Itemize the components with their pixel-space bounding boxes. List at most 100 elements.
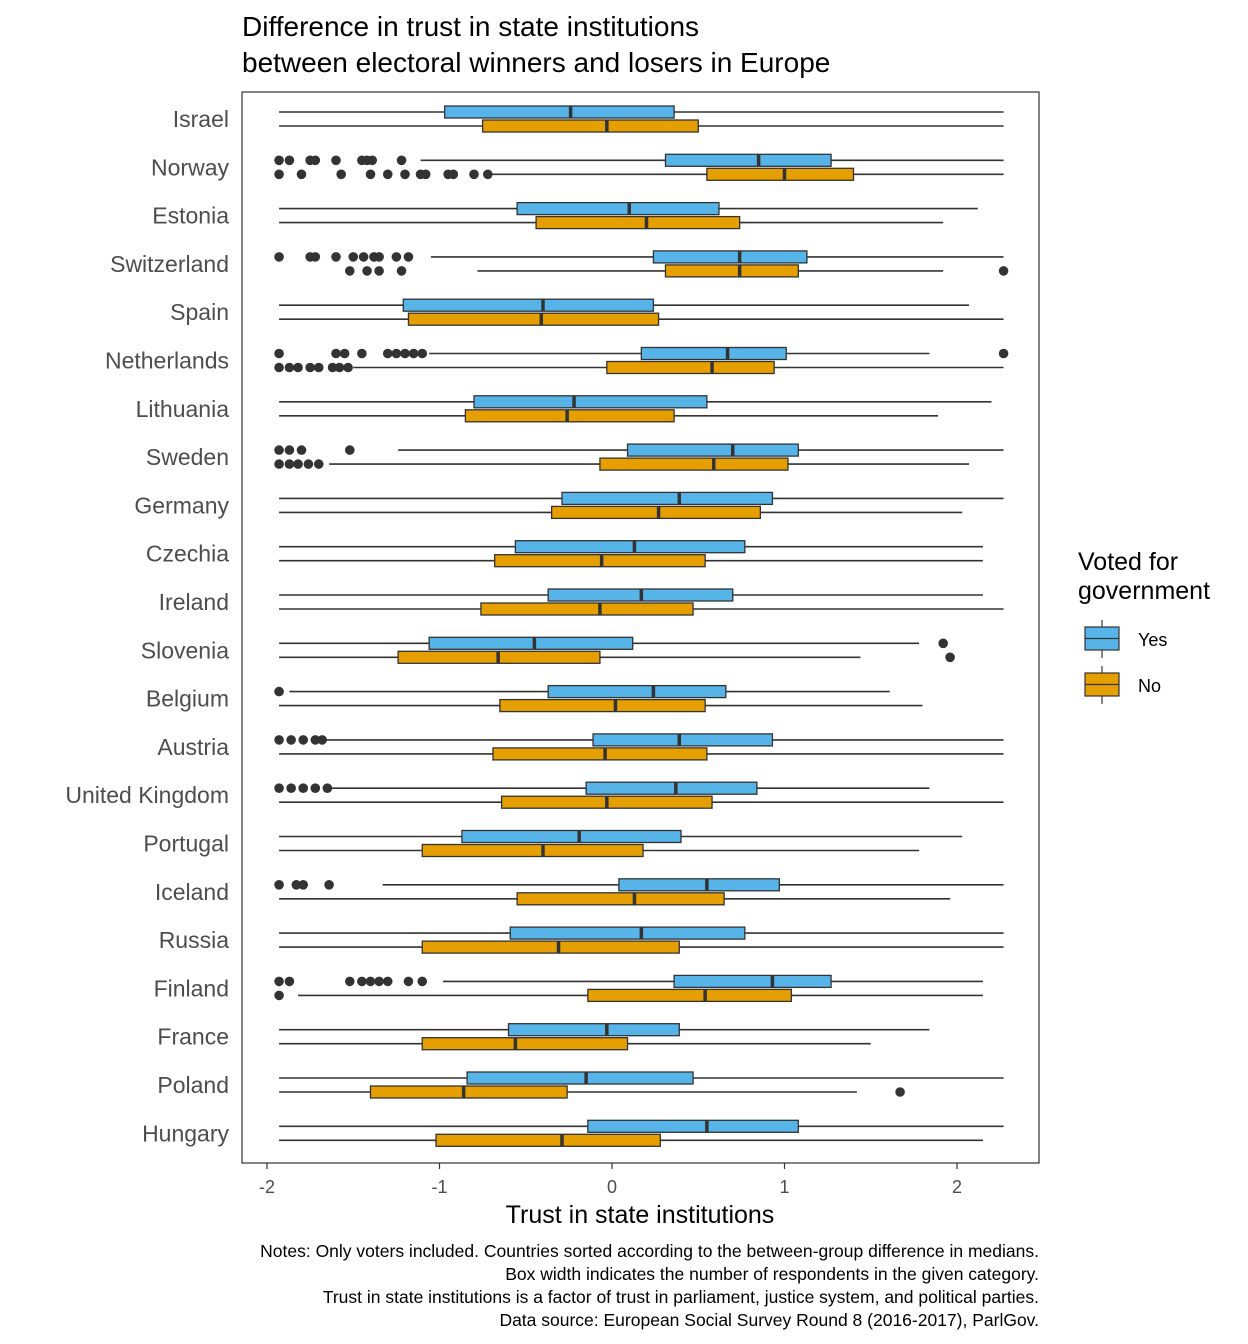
outlier-point-yes (274, 445, 284, 455)
legend-label-no: No (1138, 676, 1161, 696)
outlier-point-no (400, 169, 410, 180)
outlier-point-yes (345, 445, 355, 455)
country-label-hungary: Hungary (142, 1120, 229, 1146)
box-yes (514, 540, 746, 554)
outlier-point-no (420, 169, 431, 180)
outlier-point-no (343, 362, 353, 373)
country-row-spain (279, 298, 1004, 326)
outlier-point-yes (417, 348, 428, 359)
box-no (421, 940, 680, 954)
country-row-poland (279, 1071, 1004, 1099)
country-row-israel (279, 105, 1004, 133)
box-no (421, 1037, 629, 1051)
country-row-czechia (279, 540, 983, 568)
box-no (369, 1085, 568, 1099)
country-row-slovenia (279, 636, 955, 664)
outlier-point-yes (358, 252, 369, 262)
outlier-point-yes (286, 735, 296, 745)
outlier-point-yes (331, 155, 341, 166)
outlier-point-yes (345, 976, 355, 987)
box-no (606, 360, 775, 375)
outlier-point-yes (339, 348, 350, 359)
box-no (599, 457, 789, 471)
outlier-point-yes (374, 252, 384, 262)
outlier-point-no (382, 169, 393, 180)
x-axis-title: Trust in state institutions (506, 1201, 775, 1229)
outlier-point-yes (998, 348, 1009, 359)
country-row-lithuania (279, 395, 992, 423)
box-no (587, 988, 793, 1003)
chart-subtitle: between electoral winners and losers in … (242, 47, 830, 78)
outlier-point-no (293, 459, 303, 469)
outlier-point-no (469, 169, 479, 180)
box-yes (547, 684, 727, 699)
outlier-point-no (998, 266, 1009, 276)
outlier-point-yes (274, 735, 284, 745)
outlier-point-no (448, 169, 459, 180)
x-tick-label: 0 (607, 1177, 617, 1197)
country-row-france (279, 1023, 930, 1051)
country-row-norway (274, 153, 1004, 181)
x-tick-label: -2 (259, 1177, 275, 1197)
country-row-russia (279, 926, 1004, 954)
legend-key-yes (1084, 620, 1120, 658)
outlier-point-no (303, 459, 314, 469)
outlier-point-yes (298, 880, 309, 890)
country-label-austria: Austria (157, 734, 229, 760)
outlier-point-yes (274, 783, 284, 793)
outlier-point-no (945, 652, 955, 663)
outlier-point-yes (417, 976, 428, 987)
legend-title-line1: Voted for (1078, 548, 1178, 576)
x-tick-label: 2 (952, 1177, 962, 1197)
box-yes (402, 298, 655, 312)
country-label-israel: Israel (173, 106, 229, 132)
country-label-sweden: Sweden (146, 444, 229, 470)
outlier-point-no (895, 1087, 905, 1097)
country-row-finland (274, 974, 983, 1003)
outlier-point-no (313, 459, 324, 469)
box-no (421, 843, 644, 858)
country-label-netherlands: Netherlands (105, 348, 229, 374)
country-label-poland: Poland (157, 1072, 229, 1098)
outlier-point-yes (382, 348, 393, 359)
box-yes (461, 829, 682, 844)
box-no (435, 1133, 661, 1147)
country-label-slovenia: Slovenia (141, 637, 229, 663)
outlier-point-no (274, 990, 284, 1001)
outlier-point-yes (274, 880, 284, 890)
outlier-point-no (336, 169, 346, 180)
outlier-point-yes (324, 880, 334, 890)
outlier-point-yes (365, 976, 376, 987)
box-yes (428, 636, 634, 650)
box-yes (466, 1071, 694, 1085)
note-line-4: Data source: European Social Survey Roun… (499, 1310, 1039, 1330)
country-label-estonia: Estonia (152, 203, 229, 229)
box-no (516, 892, 725, 906)
country-label-finland: Finland (154, 975, 229, 1001)
outlier-point-yes (938, 638, 948, 649)
outlier-point-yes (396, 155, 407, 166)
outlier-point-yes (331, 348, 341, 359)
outlier-point-yes (274, 348, 284, 359)
box-yes (652, 250, 808, 264)
note-line-1: Notes: Only voters included. Countries s… (260, 1241, 1039, 1261)
outlier-point-yes (367, 155, 378, 166)
outlier-point-no (374, 266, 384, 276)
outlier-point-yes (310, 155, 321, 166)
box-yes (585, 781, 758, 795)
legend-title-line2: government (1078, 577, 1210, 605)
outlier-point-yes (408, 348, 419, 359)
x-tick-label: -1 (431, 1177, 447, 1197)
country-row-switzerland (274, 250, 1009, 278)
country-label-norway: Norway (151, 154, 229, 180)
outlier-point-no (274, 169, 284, 180)
box-yes (507, 1023, 680, 1037)
country-label-russia: Russia (159, 927, 230, 953)
outlier-point-yes (331, 252, 341, 262)
country-row-iceland (274, 878, 1004, 906)
box-no (535, 215, 741, 230)
country-label-belgium: Belgium (146, 686, 229, 712)
country-row-belgium (274, 684, 923, 713)
country-row-netherlands (274, 346, 1009, 375)
box-yes (640, 346, 787, 361)
